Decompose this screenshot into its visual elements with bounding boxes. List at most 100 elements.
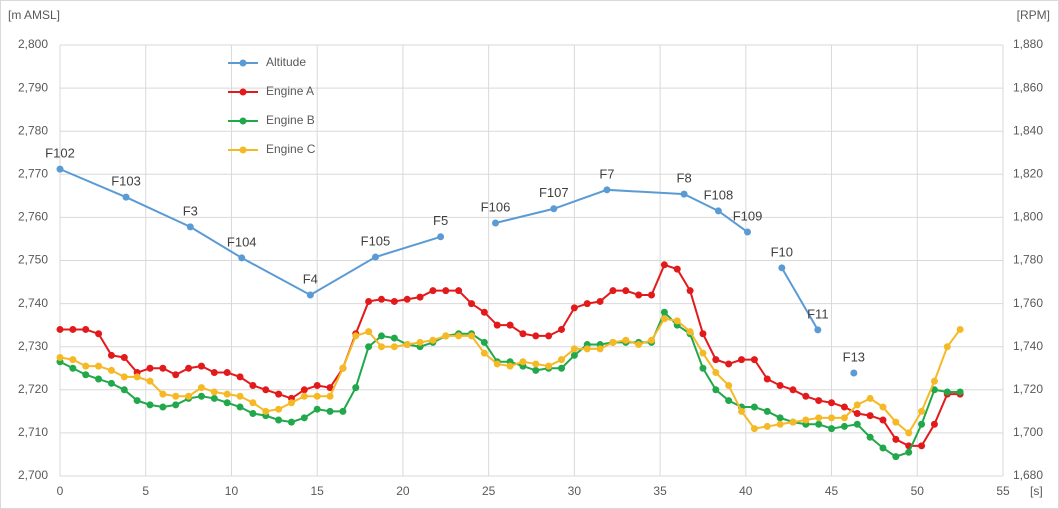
y2-tick-label: 1,680 — [1013, 468, 1043, 482]
data-point — [699, 364, 707, 372]
data-point — [122, 193, 130, 201]
data-point — [583, 300, 591, 308]
y2-tick-label: 1,700 — [1013, 425, 1043, 439]
data-point — [519, 358, 527, 366]
data-point — [159, 390, 167, 398]
legend-marker — [239, 88, 247, 96]
data-point — [306, 291, 314, 299]
data-point — [480, 338, 488, 346]
data-point — [776, 414, 784, 422]
data-point — [326, 384, 334, 392]
data-point — [506, 321, 514, 329]
x-tick-label: 35 — [653, 484, 667, 498]
x-tick-label: 55 — [996, 484, 1010, 498]
data-point — [313, 381, 321, 389]
y-tick-label: 2,710 — [18, 425, 48, 439]
point-label: F10 — [771, 244, 793, 259]
data-point — [558, 364, 566, 372]
data-point — [840, 403, 848, 411]
y2-tick-label: 1,760 — [1013, 296, 1043, 310]
data-point — [352, 384, 360, 392]
y2-tick-label: 1,880 — [1013, 37, 1043, 51]
y-tick-label: 2,770 — [18, 166, 48, 180]
data-point — [725, 381, 733, 389]
data-point — [763, 422, 771, 430]
data-point — [416, 293, 424, 301]
data-point — [815, 420, 823, 428]
data-point — [545, 332, 553, 340]
data-point — [300, 386, 308, 394]
data-point — [622, 287, 630, 295]
point-label: F13 — [843, 349, 865, 364]
data-point — [429, 287, 437, 295]
data-point — [390, 297, 398, 305]
data-point — [725, 397, 733, 405]
x-tick-label: 25 — [482, 484, 496, 498]
y2-tick-label: 1,840 — [1013, 123, 1043, 137]
data-point — [744, 228, 752, 236]
point-label: F3 — [183, 203, 198, 218]
data-point — [519, 330, 527, 338]
legend-label: Altitude — [266, 55, 306, 69]
data-point — [660, 308, 668, 316]
data-point — [262, 386, 270, 394]
data-point — [815, 414, 823, 422]
data-point — [455, 287, 463, 295]
data-point — [455, 332, 463, 340]
data-point — [763, 375, 771, 383]
data-point — [365, 328, 373, 336]
data-point — [172, 392, 180, 400]
data-point — [750, 356, 758, 364]
data-point — [879, 403, 887, 411]
data-point — [648, 291, 656, 299]
data-point — [714, 207, 722, 215]
data-point — [249, 410, 257, 418]
legend-marker — [239, 117, 247, 125]
data-point — [133, 397, 141, 405]
data-point — [648, 336, 656, 344]
data-point — [326, 392, 334, 400]
x-tick-label: 5 — [142, 484, 149, 498]
data-point — [712, 356, 720, 364]
y2-tick-label: 1,740 — [1013, 339, 1043, 353]
data-point — [956, 325, 964, 333]
data-point — [550, 205, 558, 213]
data-point — [69, 325, 77, 333]
data-point — [850, 369, 858, 377]
data-point — [326, 407, 334, 415]
data-point — [750, 425, 758, 433]
legend-label: Engine B — [266, 113, 315, 127]
data-point — [725, 360, 733, 368]
data-point — [339, 407, 347, 415]
data-point — [300, 392, 308, 400]
data-point — [570, 304, 578, 312]
data-point — [120, 386, 128, 394]
point-label: F8 — [677, 171, 692, 186]
data-point — [56, 353, 64, 361]
x-axis-title: [s] — [1030, 484, 1043, 498]
data-point — [905, 429, 913, 437]
data-point — [365, 297, 373, 305]
data-point — [673, 317, 681, 325]
data-point — [210, 388, 218, 396]
data-point — [275, 405, 283, 413]
data-point — [159, 364, 167, 372]
data-point — [287, 399, 295, 407]
data-point — [866, 412, 874, 420]
data-point — [532, 332, 540, 340]
data-point — [249, 399, 257, 407]
data-point — [660, 261, 668, 269]
data-point — [840, 414, 848, 422]
data-point — [133, 373, 141, 381]
data-point — [238, 254, 246, 262]
data-point — [236, 373, 244, 381]
y2-tick-label: 1,860 — [1013, 80, 1043, 94]
point-label: F5 — [433, 213, 448, 228]
legend-marker — [239, 59, 247, 67]
data-point — [905, 448, 913, 456]
data-point — [146, 401, 154, 409]
data-point — [493, 360, 501, 368]
data-point — [814, 326, 822, 334]
data-point — [352, 332, 360, 340]
